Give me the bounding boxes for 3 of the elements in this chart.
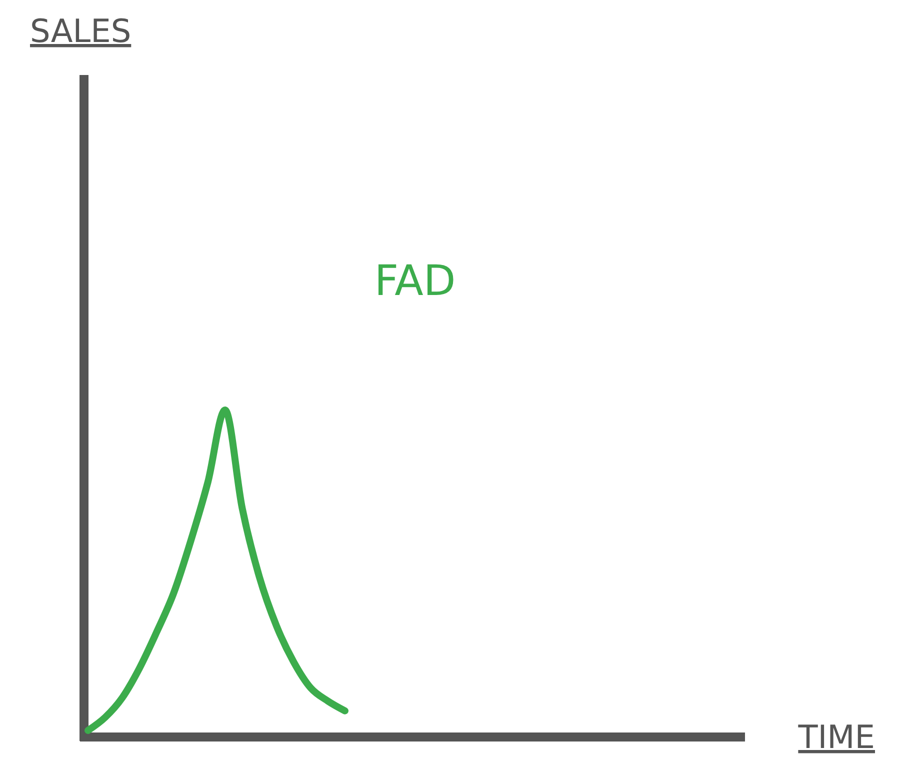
text: FAD [374, 256, 456, 305]
text: SALES [30, 12, 132, 50]
x-axis-title: TIME [797, 718, 875, 756]
